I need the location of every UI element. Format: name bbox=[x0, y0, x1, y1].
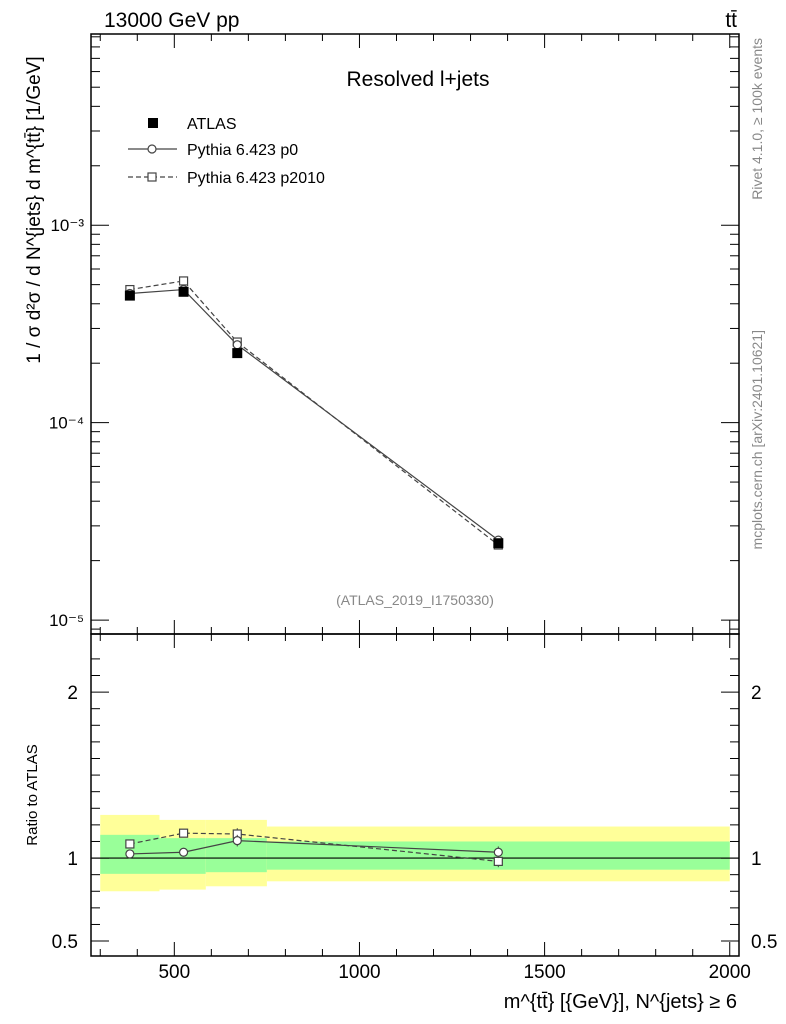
ratio-y-tick-label-right: 0.5 bbox=[751, 932, 777, 953]
ratio-series-line bbox=[129, 832, 499, 862]
main-p0-point bbox=[232, 340, 242, 350]
process-label: tt̄ bbox=[725, 9, 737, 32]
main-atlas-point bbox=[178, 286, 189, 297]
axes-ticks bbox=[91, 34, 739, 956]
main-atlas-point bbox=[493, 538, 504, 549]
mcplots-label: mcplots.cern.ch [arXiv:2401.10621] bbox=[749, 330, 765, 549]
ratio-y-tick-label-right: 1 bbox=[751, 849, 762, 870]
ratio-panel-frame bbox=[90, 633, 740, 957]
legend-atlas-marker bbox=[148, 118, 158, 128]
main-y-tick-label: 10⁻³ bbox=[50, 216, 84, 235]
ratio-p2010-point bbox=[178, 828, 189, 838]
main-series-line bbox=[129, 288, 499, 541]
x-axis-label: m^{tt̄} [{GeV}], N^{jets} ≥ 6 bbox=[504, 991, 737, 1013]
ratio-p0-point bbox=[493, 847, 503, 857]
ratio-y-tick-label-right: 2 bbox=[751, 683, 762, 704]
ratio-series-line bbox=[129, 840, 499, 855]
legend-p0-marker bbox=[147, 144, 157, 154]
series-lines bbox=[129, 280, 499, 862]
x-tick-label: 2000 bbox=[709, 962, 751, 983]
rivet-label: Rivet 4.1.0, ≥ 100k events bbox=[749, 38, 765, 200]
analysis-id: (ATLAS_2019_I1750330) bbox=[336, 592, 494, 608]
main-series-line bbox=[129, 280, 499, 546]
uncertainty-bands bbox=[91, 814, 739, 892]
legend-p2010-label: Pythia 6.423 p2010 bbox=[187, 170, 325, 187]
ratio-p0-point bbox=[125, 849, 135, 859]
legend-p2010-marker bbox=[147, 172, 157, 182]
ratio-y-tick-label: 0.5 bbox=[52, 932, 78, 953]
ratio-y-axis-label: Ratio to ATLAS bbox=[24, 744, 41, 845]
plot-title: Resolved l+jets bbox=[347, 68, 490, 91]
ratio-p2010-point bbox=[125, 839, 135, 849]
series-markers bbox=[124, 276, 504, 868]
tick-labels: 500 1000 1500 2000 10⁻⁵ 10⁻⁴ 10⁻³ 0.5 0.5 1 1 2 2 bbox=[49, 216, 778, 983]
x-tick-label: 1000 bbox=[338, 962, 380, 983]
legend-p0-label: Pythia 6.423 p0 bbox=[187, 142, 298, 159]
main-y-axis-label: 1 / σ d²σ / d N^{jets} d m^{tt̄} [1/GeV] bbox=[24, 56, 45, 363]
ratio-p0-point bbox=[232, 836, 242, 846]
main-p2010-point bbox=[178, 276, 189, 286]
energy-label: 13000 GeV pp bbox=[104, 9, 239, 32]
x-tick-label: 1500 bbox=[523, 962, 565, 983]
ratio-p0-point bbox=[178, 847, 189, 857]
x-tick-label: 500 bbox=[158, 962, 190, 983]
main-y-tick-label: 10⁻⁴ bbox=[49, 414, 84, 433]
main-atlas-point bbox=[232, 348, 243, 359]
ratio-y-tick-label: 1 bbox=[67, 849, 78, 870]
main-atlas-point bbox=[124, 290, 135, 301]
ratio-y-tick-label: 2 bbox=[67, 683, 78, 704]
main-y-tick-label: 10⁻⁵ bbox=[49, 611, 84, 630]
ratio-p2010-point bbox=[493, 856, 503, 866]
legend: ATLAS Pythia 6.423 p0 Pythia 6.423 p2010 bbox=[128, 116, 325, 187]
legend-atlas-label: ATLAS bbox=[187, 116, 237, 133]
